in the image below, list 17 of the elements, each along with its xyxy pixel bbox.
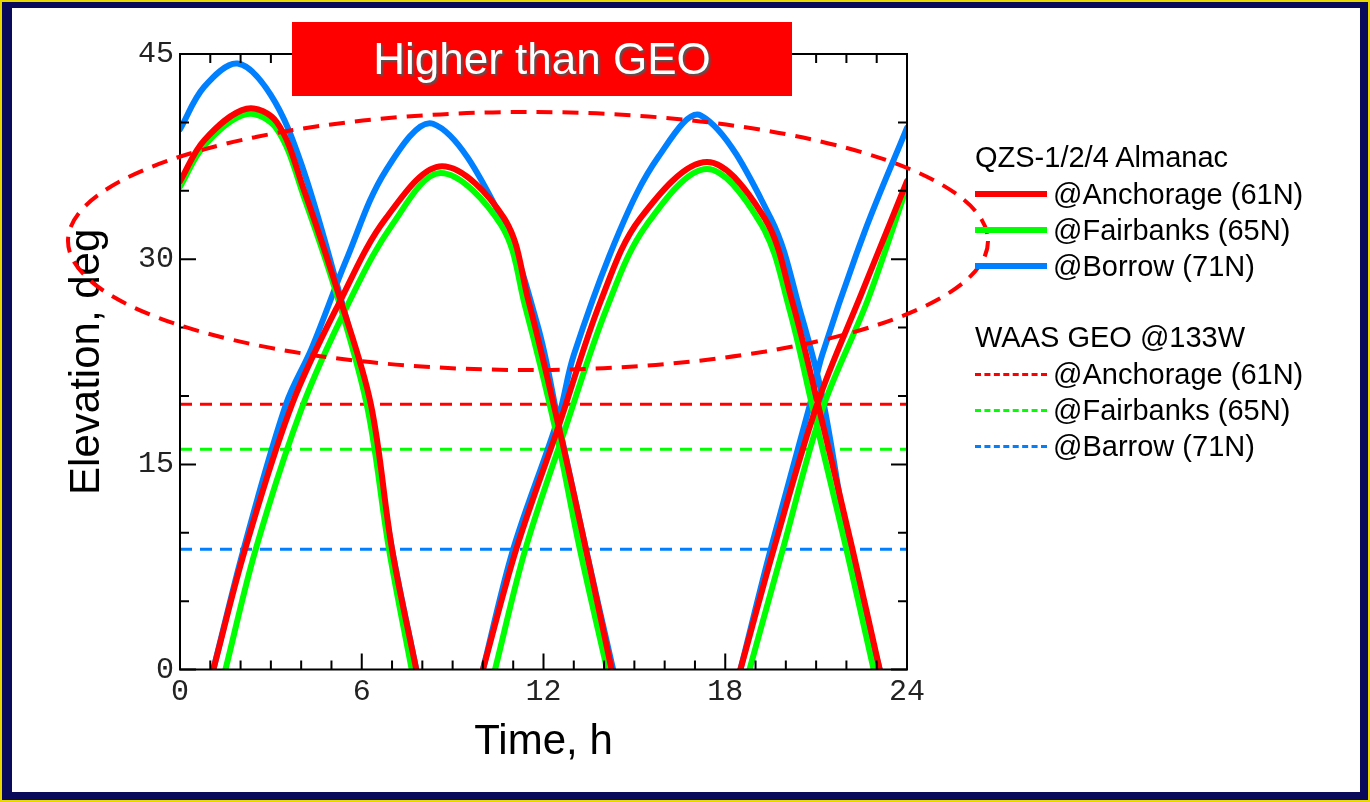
- x-tick-label: 6: [352, 674, 371, 709]
- x-tick-label: 12: [525, 674, 562, 709]
- y-tick-label: 0: [155, 652, 174, 687]
- legend-label: @Borrow (71N): [1053, 249, 1255, 284]
- text: WAAS GEO @133W: [975, 320, 1247, 355]
- legend-label: @Fairbanks (65N): [1053, 213, 1291, 248]
- x-tick-label: 24: [888, 674, 926, 709]
- y-tick-label: 15: [137, 447, 174, 482]
- y-tick-label: 45: [137, 36, 174, 71]
- x-tick-label: 18: [707, 674, 744, 709]
- legend-label: @Anchorage (61N): [1053, 177, 1304, 212]
- y-tick-label: 30: [137, 242, 174, 277]
- legend-label: @Barrow (71N): [1053, 429, 1255, 464]
- text: QZS-1/2/4 Almanac: [975, 140, 1230, 175]
- legend-label: @Anchorage (61N): [1053, 357, 1304, 392]
- legend-label: @Fairbanks (65N): [1053, 393, 1291, 428]
- x-axis-title: Time, h: [474, 716, 613, 764]
